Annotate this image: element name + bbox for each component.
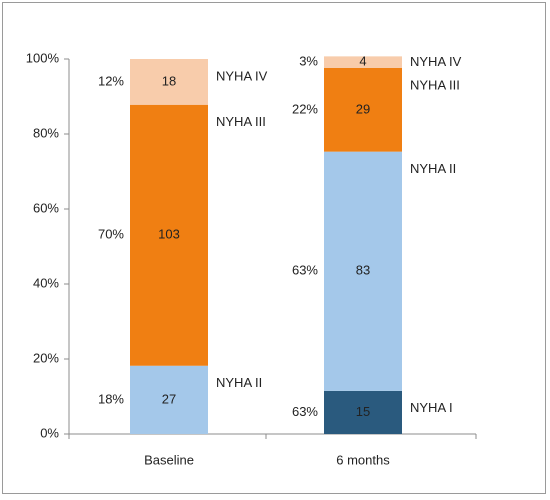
percent-label: 70% [98, 227, 124, 242]
class-label: NYHA IV [410, 54, 462, 69]
class-label: NYHA III [410, 77, 460, 92]
x-tick-label: Baseline [144, 452, 194, 467]
class-label: NYHA IV [216, 68, 268, 83]
count-label: 29 [356, 101, 370, 116]
y-tick-label: 60% [33, 200, 59, 215]
count-label: 18 [162, 73, 176, 88]
percent-label: 63% [292, 263, 318, 278]
class-label: NYHA I [410, 400, 453, 415]
y-tick-label: 0% [40, 425, 59, 440]
percent-label: 12% [98, 73, 124, 88]
count-label: 27 [162, 391, 176, 406]
percent-label: 18% [98, 391, 124, 406]
count-label: 4 [359, 54, 366, 69]
count-label: 15 [356, 404, 370, 419]
percent-label: 63% [292, 404, 318, 419]
y-tick-label: 100% [26, 50, 60, 65]
class-label: NYHA III [216, 114, 266, 129]
class-label: NYHA II [410, 161, 456, 176]
axes: 0% 20% 40% 60% 80% 100% Baseline 6 months [26, 50, 476, 467]
chart-frame: 0% 20% 40% 60% 80% 100% Baseline 6 months 27 18%… [2, 2, 546, 494]
class-label: NYHA II [216, 375, 262, 390]
percent-label: 3% [299, 54, 318, 69]
y-tick-label: 20% [33, 350, 59, 365]
stacked-bar-chart: 0% 20% 40% 60% 80% 100% Baseline 6 months 27 18%… [3, 3, 547, 495]
x-tick-label: 6 months [336, 452, 390, 467]
count-label: 103 [158, 227, 180, 242]
percent-label: 22% [292, 101, 318, 116]
count-label: 83 [356, 263, 370, 278]
y-tick-label: 80% [33, 125, 59, 140]
y-tick-label: 40% [33, 275, 59, 290]
